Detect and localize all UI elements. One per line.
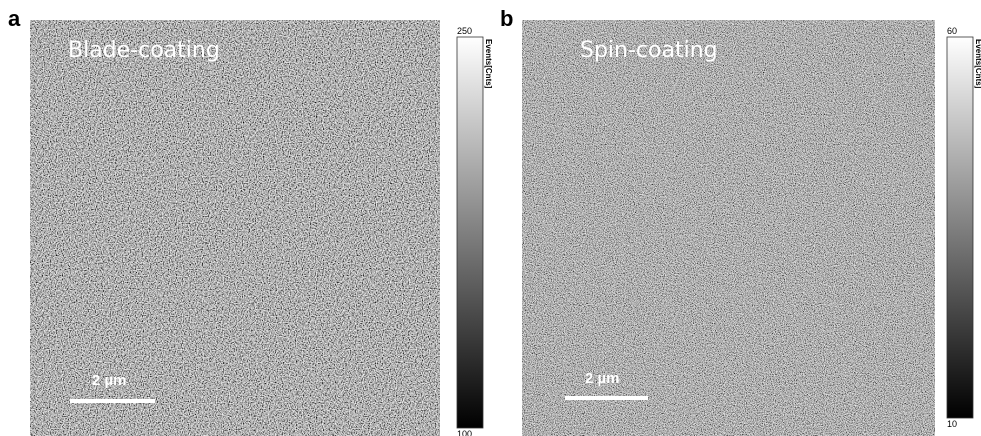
map-image <box>522 20 935 436</box>
panel: b Spin-coating 2 µm 60 10 Events[Cnts] <box>500 6 981 436</box>
map-title: Spin-coating <box>580 38 718 63</box>
panel-label: a <box>8 6 21 31</box>
colorbar-min: 10 <box>947 419 957 429</box>
map-title: Blade-coating <box>68 38 220 63</box>
scale-bar-label: 2 µm <box>585 370 620 387</box>
colorbar <box>946 36 974 419</box>
colorbar-max: 60 <box>947 26 957 36</box>
colorbar-label: Events[Cnts] <box>484 39 493 89</box>
scale-bar-label: 2 µm <box>92 372 127 389</box>
colorbar-max: 250 <box>457 26 472 36</box>
colorbar <box>456 36 484 429</box>
colorbar-min: 100 <box>457 429 472 436</box>
colorbar-label: Events[Cnts] <box>974 39 981 89</box>
map-image <box>30 20 440 436</box>
panel: a Blade-coating 2 µm 250 100 Events[Cnts] <box>8 6 493 436</box>
panel-label: b <box>500 6 513 31</box>
